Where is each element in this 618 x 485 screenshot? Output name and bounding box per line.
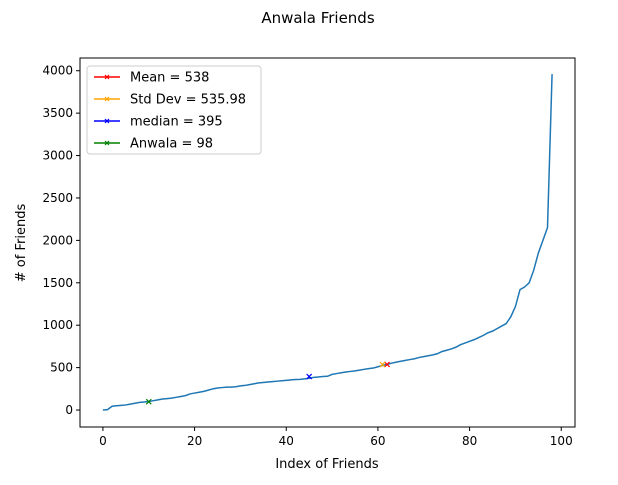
legend-label: Mean = 538 [130,71,209,86]
chart-title: Anwala Friends [261,9,374,27]
y-axis-ticks: 0 500 1000 1500 2000 2500 3000 3500 4000 [42,64,80,417]
legend-swatch-marker [104,96,110,102]
legend-label: Anwala = 98 [130,137,213,152]
stat-marker-3 [145,398,152,405]
stat-marker-x [145,398,152,405]
y-tick-label: 3500 [42,106,73,120]
legend-entry-2: median = 395 [94,115,223,130]
legend-entry-3: Anwala = 98 [94,137,213,152]
x-tick-label: 0 [99,434,107,448]
legend-entry-1: Std Dev = 535.98 [94,93,246,108]
stat-marker-2 [306,373,313,380]
y-tick-label: 4000 [42,64,73,78]
x-tick-label: 100 [550,434,573,448]
legend-entry-0: Mean = 538 [94,71,209,86]
stat-marker-0 [384,361,391,368]
plot-area [102,74,553,411]
axes-frame [79,57,576,428]
y-tick-label: 1000 [42,318,73,332]
x-tick-label: 80 [462,434,477,448]
series-line-0 [102,74,553,411]
legend: Mean = 538 Std Dev = 535.98 median = 395 An… [86,65,262,155]
x-axis-ticks: 0 20 40 60 80 100 [99,427,573,448]
y-tick-label: 0 [65,403,73,417]
legend-swatch-marker [104,74,110,80]
stat-marker-x [306,373,313,380]
y-tick-label: 2000 [42,233,73,247]
y-axis-label: # of Friends [14,204,29,283]
x-tick-label: 60 [370,434,385,448]
y-tick-label: 3000 [42,149,73,163]
legend-box [86,65,262,155]
x-tick-label: 40 [279,434,294,448]
y-tick-label: 1500 [42,276,73,290]
y-tick-label: 2500 [42,191,73,205]
legend-swatch-marker [104,118,110,124]
stat-marker-x [379,361,386,368]
x-axis-label: Index of Friends [275,457,379,472]
x-tick-label: 20 [187,434,202,448]
y-tick-label: 500 [50,361,73,375]
legend-swatch-marker [104,140,110,146]
legend-label: median = 395 [130,115,223,130]
stat-marker-1 [379,361,386,368]
legend-label: Std Dev = 535.98 [130,93,246,108]
stat-marker-x [384,361,391,368]
